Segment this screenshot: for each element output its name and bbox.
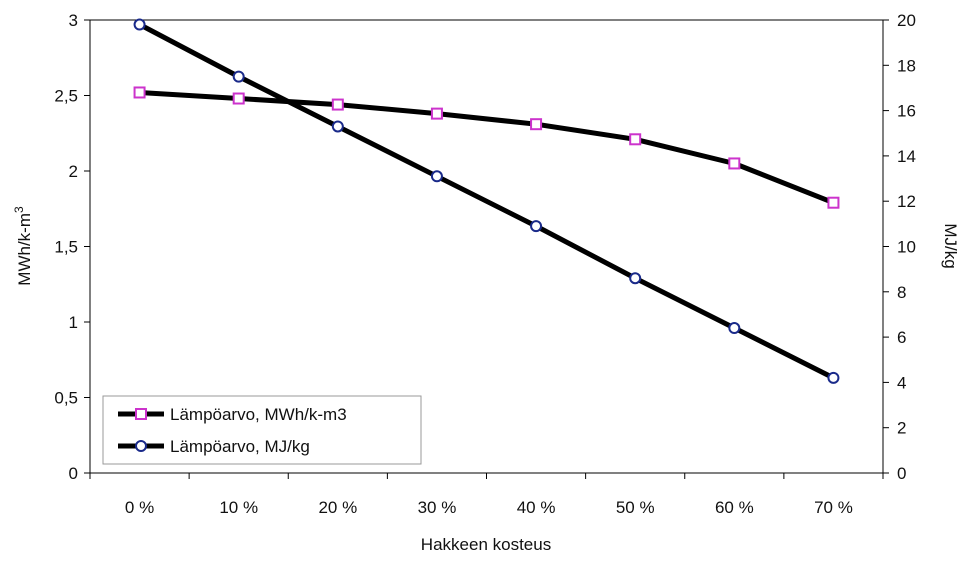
left-tick-label: 2 <box>69 162 78 181</box>
right-tick-label: 20 <box>897 11 916 30</box>
series-1-point <box>232 92 245 105</box>
left-tick-label: 0 <box>69 464 78 483</box>
left-tick-label: 2,5 <box>54 87 78 106</box>
series-line-2 <box>138 22 835 381</box>
series-2-point <box>530 220 543 233</box>
x-tick-label: 10 % <box>219 498 258 517</box>
right-tick-label: 18 <box>897 56 916 75</box>
series-1-point <box>827 196 840 209</box>
left-axis: 0 0,5 1 1,5 2 2,5 3 <box>54 11 90 483</box>
series-1-point <box>430 107 443 120</box>
x-axis: 0 % 10 % 20 % 30 % 40 % 50 % 60 % 70 % <box>89 473 884 517</box>
series-1-point <box>728 157 741 170</box>
legend-items: Lämpöarvo, MWh/k-m3 Lämpöarvo, MJ/kg <box>118 405 347 456</box>
left-tick-label: 3 <box>69 11 78 30</box>
legend-marker-1 <box>135 408 147 420</box>
series-2-point <box>629 272 642 285</box>
series-1-point <box>331 98 344 111</box>
y2-axis-title: MJ/kg <box>941 223 960 268</box>
series-2-point <box>728 322 741 335</box>
y-axis-title-text: MWh/k-m <box>15 213 34 286</box>
legend: Lämpöarvo, MWh/k-m3 Lämpöarvo, MJ/kg <box>102 395 422 465</box>
right-tick-label: 12 <box>897 192 916 211</box>
right-tick-label: 2 <box>897 419 906 438</box>
left-tick-label: 1,5 <box>54 238 78 257</box>
x-tick-label: 70 % <box>814 498 853 517</box>
series-1-point <box>629 133 642 146</box>
right-tick-label: 4 <box>897 373 906 392</box>
left-tick-label: 1 <box>69 313 78 332</box>
series-2-point <box>827 371 840 384</box>
y-axis-title-superscript: 3 <box>12 206 26 213</box>
x-tick-label: 30 % <box>418 498 457 517</box>
series-2-point <box>430 170 443 183</box>
series-2-point <box>232 70 245 83</box>
left-tick-label: 0,5 <box>54 389 78 408</box>
series-line-1 <box>139 90 835 206</box>
right-tick-label: 16 <box>897 102 916 121</box>
x-tick-label: 0 % <box>125 498 154 517</box>
right-tick-label: 14 <box>897 147 916 166</box>
series-1-point <box>530 118 543 131</box>
legend-label-1: Lämpöarvo, MWh/k-m3 <box>170 405 347 424</box>
right-axis: 0 2 4 6 8 10 12 14 16 18 20 <box>883 11 916 483</box>
right-tick-label: 6 <box>897 328 906 347</box>
series-1-point <box>133 86 146 99</box>
x-tick-label: 20 % <box>318 498 357 517</box>
series-layer <box>133 18 840 384</box>
right-tick-label: 0 <box>897 464 906 483</box>
legend-marker-2 <box>135 440 147 452</box>
x-tick-label: 60 % <box>715 498 754 517</box>
x-tick-label: 50 % <box>616 498 655 517</box>
legend-box <box>102 395 422 465</box>
y-axis-title: MWh/k-m3 <box>12 206 34 286</box>
series-2-point <box>133 18 146 31</box>
right-tick-label: 10 <box>897 238 916 257</box>
x-axis-title: Hakkeen kosteus <box>421 535 551 554</box>
right-tick-label: 8 <box>897 283 906 302</box>
series-2-point <box>331 120 344 133</box>
legend-label-2: Lämpöarvo, MJ/kg <box>170 437 310 456</box>
x-tick-label: 40 % <box>517 498 556 517</box>
